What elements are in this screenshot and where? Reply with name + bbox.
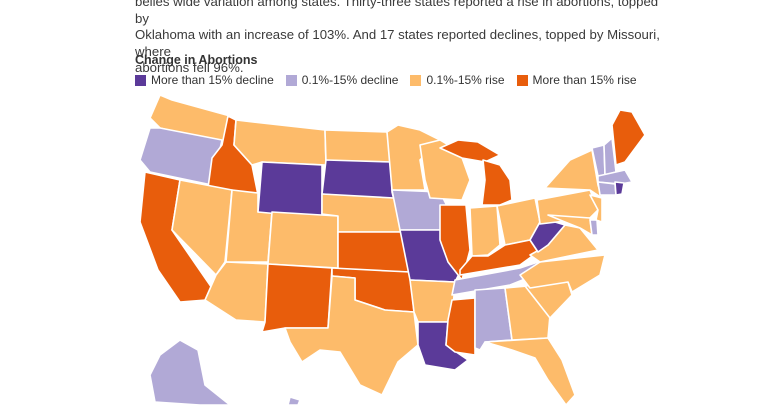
state-KS[interactable] bbox=[337, 231, 411, 273]
legend-swatch bbox=[516, 74, 528, 86]
state-ME[interactable] bbox=[611, 109, 646, 166]
legend-title: Change in Abortions bbox=[135, 53, 258, 67]
intro-line: Oklahoma with an increase of 103%. And 1… bbox=[135, 27, 660, 59]
legend-label: More than 15% rise bbox=[532, 73, 637, 87]
legend: More than 15% decline 0.1%-15% decline 0… bbox=[135, 73, 649, 87]
legend-swatch bbox=[285, 74, 297, 86]
legend-item-decline-small: 0.1%-15% decline bbox=[285, 73, 399, 87]
state-MT[interactable] bbox=[233, 119, 327, 166]
intro-line: abortions fell 96%. bbox=[135, 60, 244, 75]
state-ND[interactable] bbox=[324, 129, 393, 164]
legend-label: More than 15% decline bbox=[151, 73, 274, 87]
state-GA[interactable] bbox=[504, 285, 551, 341]
legend-swatch bbox=[410, 74, 422, 86]
state-IN[interactable] bbox=[469, 205, 501, 257]
state-HI[interactable] bbox=[287, 396, 301, 405]
legend-label: 0.1%-15% rise bbox=[426, 73, 505, 87]
legend-item-rise-big: More than 15% rise bbox=[516, 73, 637, 87]
legend-item-rise-small: 0.1%-15% rise bbox=[410, 73, 505, 87]
state-TX[interactable] bbox=[284, 275, 419, 396]
state-DE[interactable] bbox=[589, 219, 599, 236]
legend-label: 0.1%-15% decline bbox=[301, 73, 399, 87]
intro-line: belies wide variation among states. Thir… bbox=[135, 0, 659, 26]
state-MS[interactable] bbox=[445, 297, 476, 356]
state-CO[interactable] bbox=[267, 211, 339, 269]
state-MI[interactable] bbox=[481, 159, 513, 206]
state-MI-upper[interactable] bbox=[439, 139, 501, 163]
state-NM[interactable] bbox=[261, 263, 333, 333]
legend-item-decline-big: More than 15% decline bbox=[135, 73, 274, 87]
state-WY[interactable] bbox=[257, 161, 323, 219]
state-FL[interactable] bbox=[484, 337, 576, 405]
state-NC[interactable] bbox=[519, 254, 606, 293]
state-AK[interactable] bbox=[149, 339, 231, 405]
state-MA[interactable] bbox=[597, 169, 633, 185]
state-RI[interactable] bbox=[614, 181, 625, 196]
legend-swatch bbox=[135, 74, 146, 86]
state-CT[interactable] bbox=[597, 181, 617, 196]
state-MD[interactable] bbox=[547, 214, 593, 236]
intro-text: belies wide variation among states. Thir… bbox=[135, 0, 665, 77]
